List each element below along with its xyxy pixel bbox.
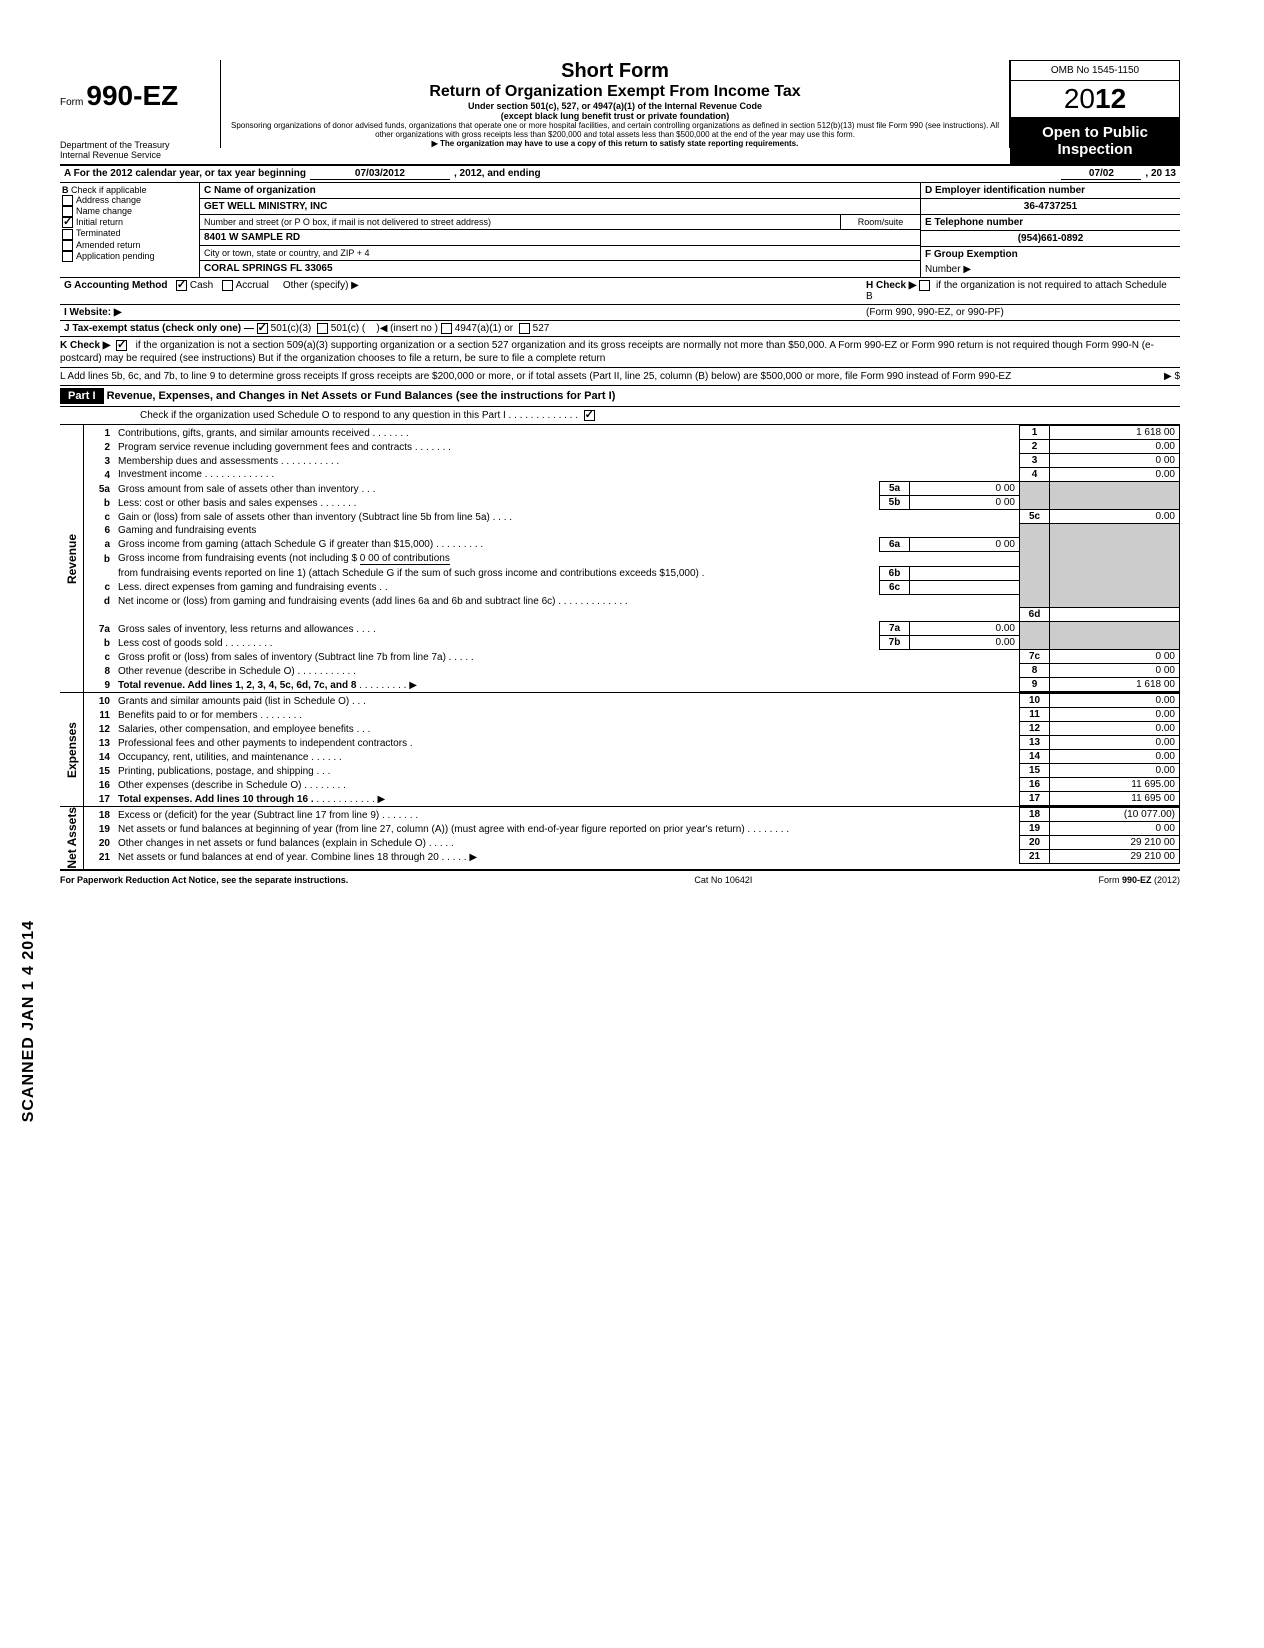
chk-pending[interactable] — [62, 251, 73, 262]
chk-527[interactable] — [519, 323, 530, 334]
line7a-val: 0.00 — [910, 622, 1020, 636]
chk-h[interactable] — [919, 280, 930, 291]
ein: 36-4737251 — [920, 199, 1180, 215]
chk-address[interactable] — [62, 195, 73, 206]
line5a-val: 0 00 — [910, 482, 1020, 496]
chk-amended[interactable] — [62, 240, 73, 251]
row-j: J Tax-exempt status (check only one) — 5… — [60, 321, 1180, 337]
line11-val: 0.00 — [1050, 708, 1180, 722]
line20-val: 29 210 00 — [1050, 836, 1180, 850]
chk-accrual[interactable] — [222, 280, 233, 291]
chk-k[interactable] — [116, 340, 127, 351]
row-gh: G Accounting Method Cash Accrual Other (… — [60, 278, 1180, 305]
net-assets-section: Net Assets 18Excess or (deficit) for the… — [60, 806, 1180, 871]
line1-val: 1 618 00 — [1050, 426, 1180, 440]
tax-year: 2012 — [1010, 81, 1180, 118]
row-k: K Check ▶ if the organization is not a s… — [60, 337, 1180, 368]
dept-treasury: Department of the Treasury — [60, 140, 212, 150]
phone: (954)661-0892 — [920, 231, 1180, 247]
form-number: 990-EZ — [86, 80, 178, 111]
line14-val: 0.00 — [1050, 750, 1180, 764]
row-l: L Add lines 5b, 6c, and 7b, to line 9 to… — [60, 368, 1180, 386]
row-a: A For the 2012 calendar year, or tax yea… — [60, 164, 1180, 183]
chk-terminated[interactable] — [62, 229, 73, 240]
begin-date: 07/03/2012 — [310, 168, 450, 180]
end-date: 07/02 — [1061, 168, 1141, 180]
line10-val: 0.00 — [1050, 694, 1180, 708]
title-main: Return of Organization Exempt From Incom… — [229, 83, 1001, 101]
open-public: Open to Public Inspection — [1010, 118, 1180, 164]
line12-val: 0.00 — [1050, 722, 1180, 736]
form-990ez: Form 990-EZ Department of the Treasury I… — [60, 60, 1180, 885]
chk-501c3[interactable] — [257, 323, 268, 334]
row-i: I Website: ▶ (Form 990, 990-EZ, or 990-P… — [60, 305, 1180, 321]
expenses-section: Expenses 10Grants and similar amounts pa… — [60, 692, 1180, 806]
copy-note: ▶ The organization may have to use a cop… — [229, 139, 1001, 148]
line4-val: 0.00 — [1050, 468, 1180, 482]
irs-label: Internal Revenue Service — [60, 150, 212, 160]
section-bcdef: B Check if applicable Address change Nam… — [60, 183, 1180, 278]
org-name: GET WELL MINISTRY, INC — [200, 199, 920, 215]
title-under: Under section 501(c), 527, or 4947(a)(1)… — [229, 101, 1001, 111]
line18-val: (10 077.00) — [1050, 808, 1180, 822]
form-header: Form 990-EZ Department of the Treasury I… — [60, 60, 1180, 164]
revenue-section: Revenue 1Contributions, gifts, grants, a… — [60, 425, 1180, 692]
chk-initial[interactable] — [62, 217, 73, 228]
line19-val: 0 00 — [1050, 822, 1180, 836]
chk-4947[interactable] — [441, 323, 452, 334]
line9-val: 1 618 00 — [1050, 678, 1180, 692]
part1-header: Part I Revenue, Expenses, and Changes in… — [60, 386, 1180, 407]
line3-val: 0 00 — [1050, 454, 1180, 468]
line5b-val: 0 00 — [910, 496, 1020, 510]
sched-o-check: Check if the organization used Schedule … — [60, 407, 1180, 425]
line6a-val: 0 00 — [910, 537, 1020, 551]
title-except: (except black lung benefit trust or priv… — [229, 111, 1001, 121]
form-footer: For Paperwork Reduction Act Notice, see … — [60, 871, 1180, 885]
line8-val: 0 00 — [1050, 664, 1180, 678]
line21-val: 29 210 00 — [1050, 850, 1180, 864]
line7c-val: 0 00 — [1050, 650, 1180, 664]
form-prefix: Form — [60, 97, 83, 108]
scanned-stamp: SCANNED JAN 1 4 2014 — [20, 920, 38, 1122]
line2-val: 0.00 — [1050, 440, 1180, 454]
sponsor-note: Sponsoring organizations of donor advise… — [229, 121, 1001, 139]
city-state-zip: CORAL SPRINGS FL 33065 — [200, 261, 920, 276]
street-address: 8401 W SAMPLE RD — [200, 230, 920, 246]
line17-val: 11 695 00 — [1050, 792, 1180, 806]
line7b-val: 0.00 — [910, 636, 1020, 650]
line13-val: 0.00 — [1050, 736, 1180, 750]
omb-number: OMB No 1545-1150 — [1010, 60, 1180, 81]
chk-cash[interactable] — [176, 280, 187, 291]
line5c-val: 0.00 — [1050, 510, 1180, 524]
line15-val: 0.00 — [1050, 764, 1180, 778]
chk-sched-o[interactable] — [584, 410, 595, 421]
chk-501c[interactable] — [317, 323, 328, 334]
title-short: Short Form — [229, 60, 1001, 83]
line16-val: 11 695.00 — [1050, 778, 1180, 792]
